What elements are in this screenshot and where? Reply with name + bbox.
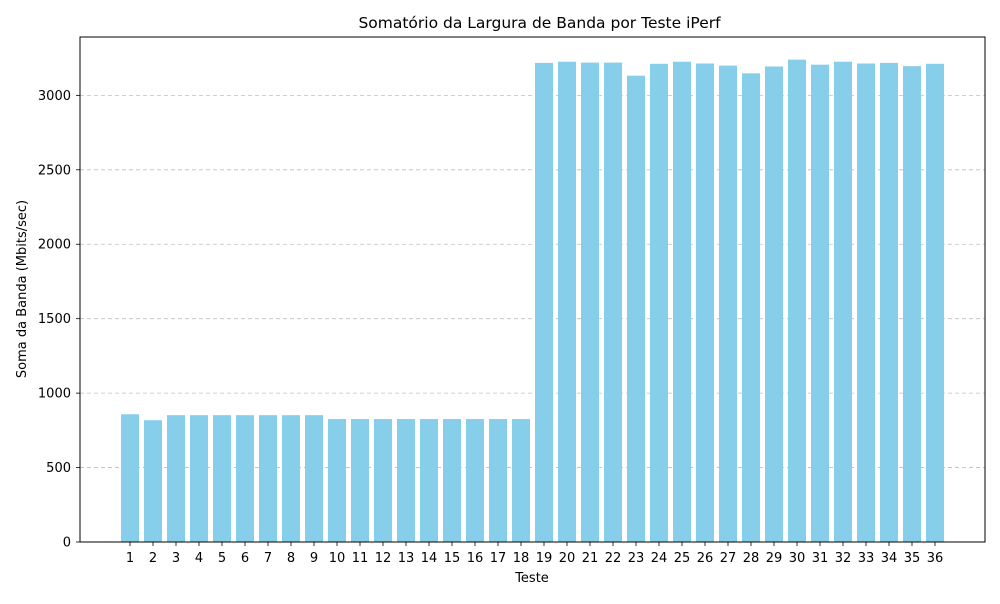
bar-14 [420,419,438,542]
x-tick-label: 33 [858,551,875,566]
x-ticks: 1 2 3 4 5 6 7 8 9 10 11 12 13 14 15 16 17 18 19 20 21 22 23 24 2… [126,542,943,566]
x-tick-label: 9 [310,551,318,566]
bar-36 [926,63,944,543]
x-tick-label: 36 [927,551,944,566]
y-tick-label: 2500 [38,163,71,178]
bar-22 [604,62,622,543]
bar-21 [581,62,599,543]
bar-26 [696,63,714,543]
x-axis-label: Teste [514,571,549,586]
x-tick-label: 14 [421,551,438,566]
bar-16 [466,419,484,542]
x-tick-label: 31 [812,551,829,566]
bar-29 [765,66,783,543]
y-ticks: 0 500 1000 1500 2000 2500 3000 [38,89,80,551]
bar-24 [650,63,668,543]
bar-11 [351,419,369,542]
x-tick-label: 32 [835,551,852,566]
bar-9 [305,415,323,542]
x-tick-label: 15 [444,551,461,566]
bar-31 [811,64,829,543]
x-tick-label: 23 [628,551,645,566]
bar-20 [558,61,576,543]
x-tick-label: 12 [375,551,392,566]
y-tick-label: 3000 [38,89,71,104]
x-tick-label: 1 [126,551,134,566]
bar-23 [627,75,645,542]
x-tick-label: 11 [352,551,369,566]
chart-title: Somatório da Largura de Banda por Teste … [358,14,721,32]
bar-12 [374,419,392,542]
x-tick-label: 29 [766,551,783,566]
x-tick-label: 4 [195,551,203,566]
y-tick-label: 1500 [38,312,71,327]
x-tick-label: 28 [743,551,760,566]
bar-8 [282,415,300,542]
bars [121,59,944,543]
x-tick-label: 18 [513,551,530,566]
bar-1 [121,414,139,542]
plot-frame [79,36,986,543]
x-tick-label: 3 [172,551,180,566]
x-tick-label: 21 [582,551,599,566]
x-tick-label: 35 [904,551,921,566]
bar-5 [213,415,231,542]
x-tick-label: 27 [720,551,737,566]
bar-15 [443,419,461,542]
x-tick-label: 5 [218,551,226,566]
bar-7 [259,415,277,542]
x-tick-label: 30 [789,551,806,566]
bar-17 [489,419,507,542]
bar-30 [788,59,806,542]
y-tick-label: 2000 [38,238,71,253]
x-tick-label: 2 [149,551,157,566]
axes [79,36,986,543]
bar-25 [673,61,691,543]
bar-18 [512,419,530,542]
bar-4 [190,415,208,542]
x-tick-label: 34 [881,551,898,566]
x-tick-label: 25 [674,551,691,566]
bar-3 [167,415,185,542]
y-axis-label: Soma da Banda (Mbits/sec) [15,200,30,378]
bar-10 [328,419,346,542]
y-tick-label: 1000 [38,387,71,402]
x-tick-label: 19 [536,551,553,566]
x-tick-label: 6 [241,551,249,566]
x-tick-label: 7 [264,551,272,566]
bar-13 [397,419,415,542]
bar-2 [144,420,162,542]
bar-34 [880,62,898,543]
bar-27 [719,65,737,543]
x-tick-label: 10 [329,551,346,566]
bar-33 [857,63,875,543]
x-tick-label: 16 [467,551,484,566]
x-tick-label: 8 [287,551,295,566]
bar-32 [834,61,852,543]
bar-35 [903,66,921,543]
x-tick-label: 22 [605,551,622,566]
x-tick-label: 26 [697,551,714,566]
x-tick-label: 17 [490,551,507,566]
y-tick-label: 500 [46,461,71,476]
x-tick-label: 20 [559,551,576,566]
bar-19 [535,62,553,543]
y-tick-label: 0 [63,536,71,551]
bar-28 [742,73,760,542]
bar-6 [236,415,254,542]
x-tick-label: 13 [398,551,415,566]
x-tick-label: 24 [651,551,668,566]
